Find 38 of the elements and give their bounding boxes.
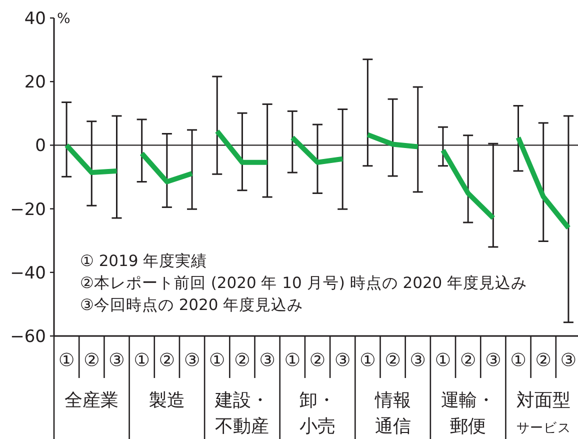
x-tick-label: ① <box>209 350 226 371</box>
x-tick-label: ② <box>535 350 552 371</box>
annotation: ②本レポート前回 (2020 年 10 月号) 時点の 2020 年度見込み <box>80 274 528 292</box>
x-tick-label: ② <box>158 350 175 371</box>
text: 情報通信 <box>374 390 411 437</box>
x-tick-label: ① <box>510 350 526 371</box>
text: 対面型サービス <box>516 390 570 436</box>
text: 全産業 <box>64 390 119 411</box>
x-tick-label: ① <box>360 350 376 371</box>
y-tick-label: −40 <box>10 263 46 284</box>
x-tick-label: ③ <box>485 350 502 371</box>
x-tick-label: ③ <box>259 350 276 371</box>
x-tick-label: ③ <box>184 350 200 371</box>
x-tick-label: ② <box>84 350 100 371</box>
x-tick-label: ① <box>434 350 452 371</box>
y-tick-label: 40 <box>24 9 46 29</box>
y-tick-label: 20 <box>24 72 46 93</box>
x-tick-label: ① <box>58 350 75 371</box>
x-tick-label: ② <box>234 350 250 371</box>
y-axis-title: % <box>57 11 70 27</box>
annotation: ③今回時点の 2020 年度見込み <box>80 296 304 314</box>
x-tick-label: ② <box>460 350 476 371</box>
text: 卸・小売 <box>300 390 336 437</box>
text: 運輸・郵便 <box>441 390 496 437</box>
text: 建設・不動産 <box>214 390 270 437</box>
y-tick-label: −60 <box>10 327 46 347</box>
y-tick-label: 0 <box>35 136 46 156</box>
x-tick-label: ③ <box>410 350 426 371</box>
x-tick-label: ③ <box>108 350 125 371</box>
annotation: ① 2019 年度実績 <box>80 252 208 270</box>
x-tick-label: ① <box>284 350 300 371</box>
x-tick-label: ③ <box>560 350 577 371</box>
x-tick-label: ③ <box>334 350 351 371</box>
text: 製造 <box>148 390 185 411</box>
x-tick-label: ② <box>384 350 401 371</box>
y-tick-label: −20 <box>10 200 46 220</box>
x-tick-label: ② <box>309 350 326 371</box>
x-tick-label: ① <box>134 350 150 371</box>
